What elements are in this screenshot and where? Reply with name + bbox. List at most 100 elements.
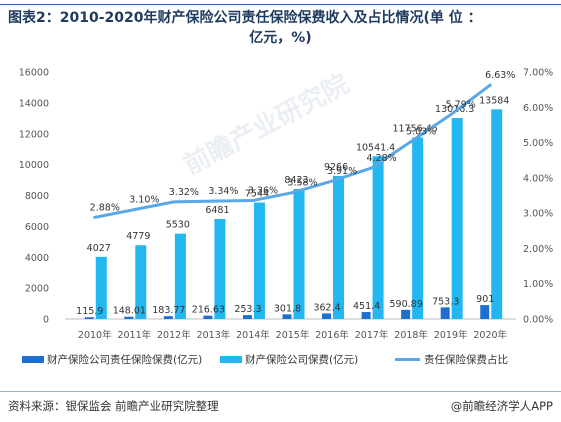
x-tick-label: 2014年: [236, 329, 270, 341]
y-left-tick-label: 2000: [25, 284, 49, 295]
liability-premium-bar: [480, 305, 490, 319]
liability-premium-bar: [163, 316, 173, 319]
liability-premium-bar: [242, 315, 252, 319]
total-premium-bar: [135, 245, 147, 319]
liability-premium-label: 148.01: [113, 306, 146, 317]
share-point: [251, 198, 255, 202]
y-left-tick-label: 8000: [25, 191, 49, 202]
share-point: [370, 166, 374, 170]
total-premium-bar: [253, 202, 265, 319]
source-note: 资料来源：银保监会 前瞻产业研究院整理: [8, 399, 219, 413]
share-label: 5.79%: [446, 100, 476, 111]
share-point: [488, 83, 492, 87]
total-premium-label: 4779: [126, 231, 150, 242]
liability-premium-bar: [440, 307, 450, 319]
total-premium-bar: [372, 156, 384, 319]
x-tick-label: 2011年: [117, 329, 151, 341]
share-label: 6.63%: [485, 70, 515, 81]
share-label: 3.58%: [287, 178, 317, 189]
x-tick-label: 2010年: [78, 329, 112, 341]
legend-total-label: 财产保险公司保费(亿元): [245, 353, 358, 366]
liability-premium-label: 183.77: [152, 305, 185, 316]
share-label: 3.32%: [169, 187, 199, 198]
total-premium-bar: [214, 218, 226, 319]
brand-credit: @前瞻经济学人APP: [450, 399, 553, 413]
x-tick-label: 2012年: [157, 329, 191, 341]
x-tick-label: 2016年: [315, 329, 349, 341]
liability-premium-bar: [282, 314, 292, 319]
share-label: 3.34%: [208, 186, 238, 197]
top-rule: [0, 4, 561, 5]
share-label: 4.28%: [366, 153, 396, 164]
total-premium-bar: [293, 188, 305, 319]
share-label: 3.36%: [248, 185, 278, 196]
share-label: 3.10%: [129, 195, 159, 206]
share-label: 3.91%: [327, 166, 357, 177]
y-right-tick-label: 2.00%: [523, 244, 553, 255]
liability-premium-bar: [401, 309, 411, 319]
y-right-tick-label: 0.00%: [523, 315, 553, 326]
total-premium-label: 5530: [166, 220, 190, 231]
liability-premium-label: 753.3: [432, 296, 459, 307]
legend-liability-swatch: [22, 356, 44, 363]
total-premium-label: 13016.3: [435, 104, 474, 115]
total-premium-bar: [174, 233, 186, 319]
y-left-tick-label: 4000: [25, 253, 49, 264]
share-point: [172, 200, 176, 204]
chart-title: 图表2：2010-2020年财产保险公司责任保险保费收入及占比情况(单 位 ： …: [8, 8, 553, 48]
total-premium-bar: [451, 118, 463, 319]
liability-premium-bar: [203, 315, 213, 319]
total-premium-bar: [333, 175, 345, 319]
liability-premium-label: 253.3: [234, 304, 261, 315]
share-point: [132, 208, 136, 212]
legend-share-label: 责任保险保费占比: [424, 353, 508, 366]
liability-premium-label: 362.4: [313, 302, 340, 313]
y-left-tick-label: 14000: [19, 98, 49, 109]
share-point: [449, 113, 453, 117]
liability-premium-label: 115.9: [76, 306, 103, 317]
total-premium-bar: [491, 109, 503, 319]
share-label: 2.88%: [90, 202, 120, 213]
total-premium-label: 13584: [479, 95, 509, 106]
x-tick-label: 2018年: [394, 329, 428, 341]
x-tick-label: 2020年: [473, 329, 507, 341]
share-point: [93, 215, 97, 219]
share-point: [330, 179, 334, 183]
liability-premium-label: 901: [476, 294, 494, 305]
y-left-tick-label: 0: [43, 315, 49, 326]
chart-title-line2: 亿元，%): [249, 30, 312, 46]
share-point: [291, 191, 294, 195]
x-tick-label: 2013年: [197, 329, 231, 341]
liability-premium-bar: [322, 313, 332, 319]
total-premium-label: 11756.45: [392, 124, 437, 135]
liability-premium-label: 216.63: [192, 305, 225, 316]
total-premium-label: 7544: [245, 189, 269, 200]
bottom-rule: [0, 391, 561, 392]
total-premium-bar: [412, 137, 424, 319]
total-premium-bar: [95, 256, 107, 319]
legend-liability-label: 财产保险公司责任保险保费(亿元): [47, 353, 202, 366]
total-premium-label: 9266: [324, 162, 348, 173]
y-left-tick-label: 12000: [19, 129, 49, 140]
y-right-tick-label: 5.00%: [523, 138, 553, 149]
y-right-tick-label: 6.00%: [523, 103, 553, 114]
liability-premium-bar: [361, 312, 371, 319]
total-premium-label: 4027: [87, 243, 111, 254]
y-left-tick-label: 6000: [25, 222, 49, 233]
share-point: [409, 140, 413, 144]
x-tick-label: 2019年: [434, 329, 468, 341]
share-point: [211, 199, 215, 203]
liability-premium-label: 590.89: [390, 299, 423, 310]
total-premium-label: 10541.4: [356, 142, 395, 153]
legend-total-swatch: [220, 356, 242, 363]
x-tick-label: 2015年: [276, 329, 310, 341]
liability-premium-bar: [84, 317, 94, 319]
y-right-tick-label: 7.00%: [523, 68, 553, 79]
x-tick-label: 2017年: [355, 329, 389, 341]
y-left-tick-label: 10000: [19, 160, 49, 171]
share-label: 5.03%: [406, 127, 436, 138]
liability-premium-bar: [124, 316, 134, 319]
y-right-tick-label: 3.00%: [523, 209, 553, 220]
